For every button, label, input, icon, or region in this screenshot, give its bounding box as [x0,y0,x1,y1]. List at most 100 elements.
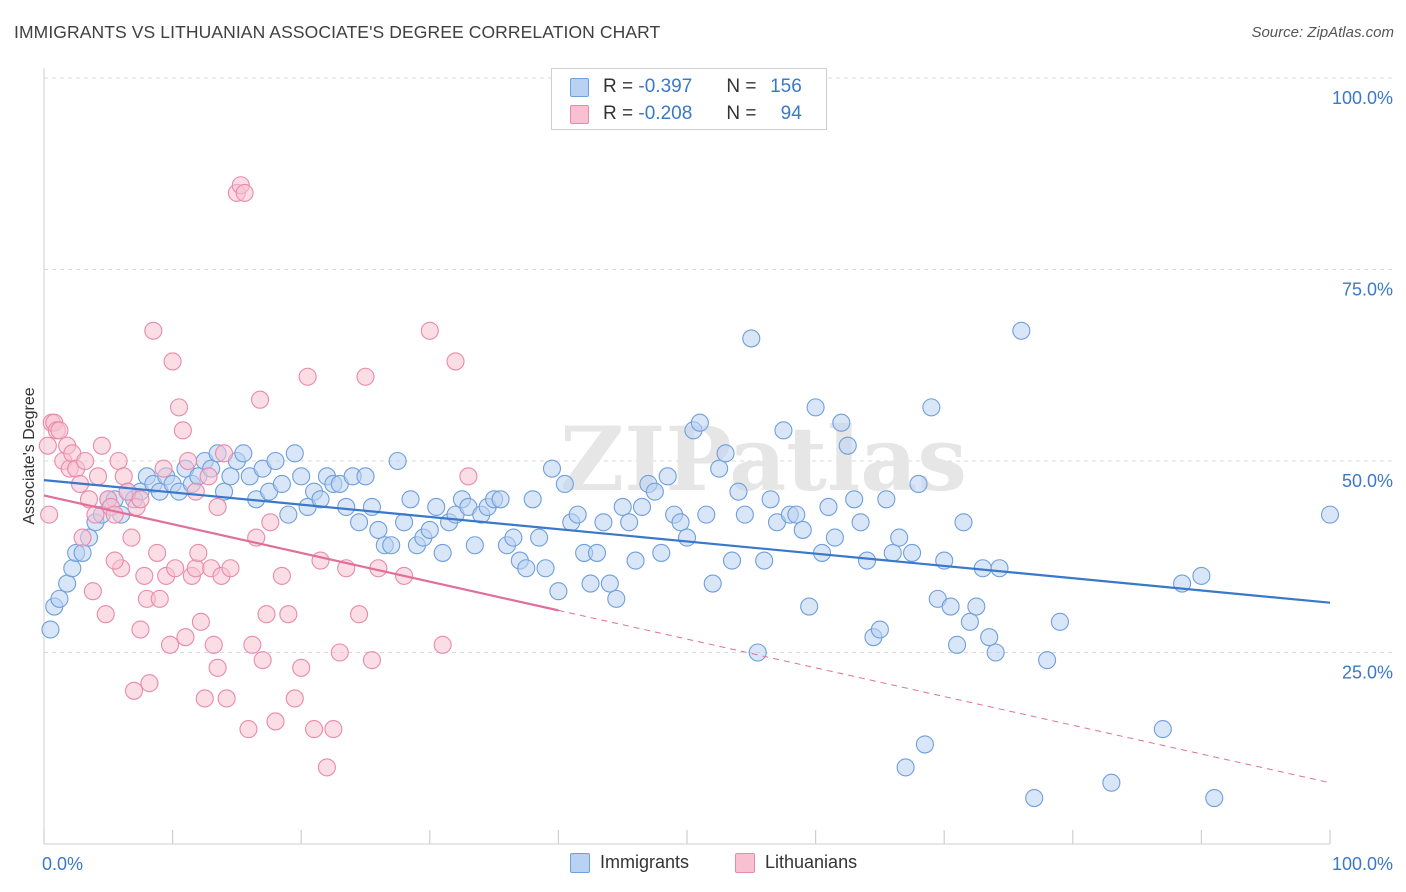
lithuanians-point [83,582,102,601]
immigrants-point [710,459,729,478]
immigrants-point [369,520,388,539]
lithuanians-point [214,444,234,463]
lithuanians-point [144,321,163,340]
lithuanians-point [433,635,452,654]
lithuanians-point [148,543,167,562]
x-tick-label: 100.0% [1332,854,1393,874]
immigrants-point [388,451,407,471]
immigrants-point [517,559,536,578]
immigrants-point [761,490,780,509]
immigrants-point [774,421,793,440]
lithuanians-point [272,566,291,585]
stats-legend: R = -0.397 N = 156 R = -0.208 N = 94 [551,68,827,130]
immigrants-point [568,505,587,524]
lithuanians-swatch [735,852,755,873]
n-value: 94 [780,103,802,124]
immigrants-point [420,520,439,539]
lithuanians-point [40,505,59,524]
lithuanians-point [235,183,254,202]
immigrants-point [857,551,877,570]
immigrants-point [870,620,889,639]
lithuanians-point [279,605,298,624]
lithuanians-point [292,658,311,677]
lithuanians-point [140,674,159,693]
lithuanians-point [208,658,227,677]
immigrants-point [990,559,1009,578]
immigrants-point [967,597,986,616]
lithuanians-point [122,528,141,547]
n-label: N = [726,76,757,97]
grid-lines [44,77,1392,653]
x-tick-label: 0.0% [42,854,83,874]
lithuanians-point [317,758,336,777]
immigrants-point [748,643,767,662]
lithuanians-point [217,689,236,708]
immigrants-point [587,543,607,562]
lithuanians-point [261,513,280,532]
lithuanians-point [124,681,144,700]
immigrants-point [427,497,446,517]
immigrants-point [1320,505,1340,524]
y-axis-label: Associate's Degree [21,387,38,524]
immigrants-point [356,467,375,486]
immigrants-point [954,513,973,532]
immigrants-point [58,574,77,593]
y-tick-label: 100.0% [1332,88,1393,108]
immigrants-point [902,543,922,562]
lithuanians-point [173,421,192,440]
lithuanians-point [114,467,133,486]
lithuanians-point [176,628,195,647]
lithuanians-point [298,367,317,386]
immigrants-point [980,628,999,647]
immigrants-point [337,497,356,517]
immigrants-point [883,543,902,562]
lithuanians-point [204,635,223,654]
immigrants-point [272,474,291,494]
immigrants-point [234,444,253,463]
lithuanians-point [50,421,69,440]
immigrants-point [433,543,452,562]
lithuanians-point [38,436,57,455]
immigrants-point [755,551,774,570]
immigrants-point [877,490,896,509]
legend-label: Immigrants [600,852,690,872]
immigrants-point [1153,720,1172,739]
immigrants-point [613,497,632,517]
series-legend: Immigrants Lithuanians [0,852,1406,878]
axes [43,68,1331,845]
legend-label: Lithuanians [765,852,858,872]
r-label: R = [603,76,634,97]
immigrants-point [909,474,928,494]
lithuanians-point [131,620,150,639]
immigrants-point [626,551,645,570]
lithuanians-point [253,651,272,670]
immigrants-point [838,436,857,455]
lithuanians-point [163,352,182,371]
immigrants-point [504,528,523,547]
immigrants-point [922,398,941,417]
immigrants-point [716,444,735,463]
r-label: R = [603,103,634,124]
lithuanians-point [330,643,349,662]
lithuanians-point [160,635,180,654]
immigrants-point [800,597,819,616]
immigrants-point [350,513,369,532]
immigrants-point [581,574,600,593]
lithuanians-point [420,321,439,340]
immigrants-point [819,497,838,517]
immigrants-point [832,413,851,432]
lithuanians-point [109,451,128,471]
lithuanians-point [285,689,304,708]
lithuanians-point [105,505,124,524]
y-tick-label: 75.0% [1342,280,1393,300]
legend-item-lithuanians[interactable]: Lithuanians [735,852,857,873]
immigrants-point [948,635,967,654]
lithuanians-point [250,390,270,409]
immigrants-point [1012,321,1031,340]
immigrants-point [465,536,484,555]
lithuanians-point [96,605,115,624]
immigrants-point [1192,566,1211,585]
legend-item-immigrants[interactable]: Immigrants [570,852,689,873]
r-value: -0.208 [638,103,693,124]
